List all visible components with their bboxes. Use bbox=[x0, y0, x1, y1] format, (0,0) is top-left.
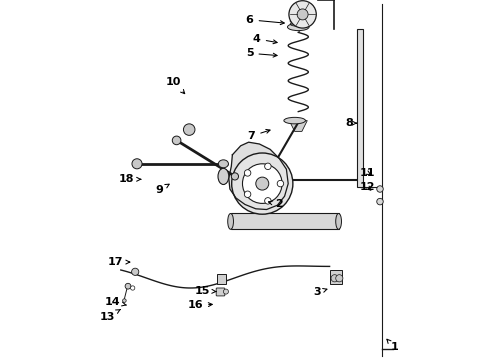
Circle shape bbox=[265, 198, 271, 204]
Circle shape bbox=[130, 286, 135, 290]
Text: 10: 10 bbox=[166, 77, 185, 94]
Text: 17: 17 bbox=[108, 257, 130, 267]
FancyBboxPatch shape bbox=[357, 29, 364, 187]
Circle shape bbox=[377, 186, 383, 192]
Circle shape bbox=[277, 180, 284, 187]
Circle shape bbox=[132, 268, 139, 275]
Text: 9: 9 bbox=[155, 184, 169, 195]
Text: 1: 1 bbox=[387, 339, 398, 352]
Ellipse shape bbox=[288, 23, 309, 31]
Text: 8: 8 bbox=[345, 118, 356, 128]
Circle shape bbox=[245, 191, 251, 198]
FancyBboxPatch shape bbox=[216, 288, 225, 296]
Circle shape bbox=[132, 159, 142, 169]
Circle shape bbox=[256, 177, 269, 190]
FancyBboxPatch shape bbox=[330, 270, 342, 284]
Circle shape bbox=[122, 299, 126, 302]
Circle shape bbox=[265, 163, 271, 170]
Circle shape bbox=[232, 153, 293, 214]
Text: 12: 12 bbox=[360, 182, 375, 192]
Circle shape bbox=[297, 9, 308, 20]
Circle shape bbox=[172, 136, 181, 145]
Circle shape bbox=[377, 198, 383, 205]
Text: 13: 13 bbox=[100, 310, 121, 322]
Circle shape bbox=[243, 164, 282, 203]
Polygon shape bbox=[229, 142, 288, 210]
FancyBboxPatch shape bbox=[231, 213, 339, 229]
Text: 6: 6 bbox=[246, 15, 284, 25]
Ellipse shape bbox=[219, 160, 228, 168]
Text: 11: 11 bbox=[360, 168, 375, 178]
Text: 4: 4 bbox=[253, 34, 277, 44]
Circle shape bbox=[245, 170, 251, 176]
Circle shape bbox=[223, 289, 228, 294]
Ellipse shape bbox=[228, 213, 233, 229]
FancyBboxPatch shape bbox=[217, 274, 226, 284]
Text: 18: 18 bbox=[119, 174, 141, 184]
Circle shape bbox=[183, 124, 195, 135]
Text: 3: 3 bbox=[313, 287, 327, 297]
Ellipse shape bbox=[284, 117, 305, 124]
Ellipse shape bbox=[336, 213, 342, 229]
Text: 5: 5 bbox=[246, 48, 277, 58]
Text: 7: 7 bbox=[247, 130, 270, 141]
Circle shape bbox=[231, 173, 239, 180]
Circle shape bbox=[331, 275, 338, 282]
Circle shape bbox=[336, 275, 343, 282]
Text: 14: 14 bbox=[105, 297, 126, 307]
Text: 2: 2 bbox=[269, 199, 283, 210]
Polygon shape bbox=[289, 121, 307, 131]
Text: 16: 16 bbox=[188, 300, 212, 310]
Circle shape bbox=[289, 1, 316, 28]
Text: 15: 15 bbox=[195, 286, 216, 296]
Circle shape bbox=[125, 283, 131, 289]
Ellipse shape bbox=[218, 168, 229, 184]
